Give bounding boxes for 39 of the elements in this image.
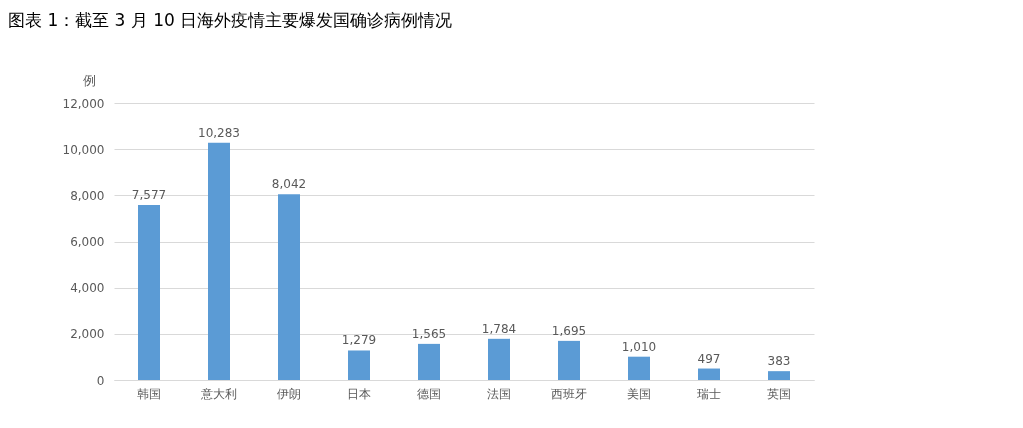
chart-title: 图表 1：截至 3 月 10 日海外疫情主要爆发国确诊病例情况 [7, 9, 454, 32]
x-tick-label: 德国 [417, 386, 441, 401]
y-tick-label: 2,000 [70, 327, 105, 342]
bar [628, 356, 650, 380]
x-tick-label: 日本 [347, 386, 371, 401]
data-label: 1,565 [411, 326, 447, 341]
bar [488, 338, 510, 380]
y-tick-label: 0 [96, 373, 105, 388]
data-label: 1,784 [481, 321, 517, 336]
x-tick-label: 韩国 [137, 386, 161, 401]
data-label: 8,042 [271, 177, 307, 192]
data-label: 383 [767, 354, 791, 369]
y-tick-label: 4,000 [70, 281, 105, 296]
bar [278, 194, 300, 380]
bar [348, 350, 370, 380]
x-tick-label: 意大利 [200, 386, 237, 401]
data-label: 497 [697, 351, 721, 366]
bar [768, 371, 790, 380]
bar [558, 340, 580, 380]
y-axis-title: 例 [83, 72, 96, 88]
y-tick-label: 10,000 [62, 142, 105, 157]
bar [698, 368, 720, 380]
x-tick-label: 英国 [767, 386, 791, 401]
x-tick-label: 美国 [627, 386, 651, 401]
y-tick-label: 6,000 [70, 235, 105, 249]
y-tick-label: 12,000 [62, 96, 105, 111]
y-tick-label: 8,000 [70, 188, 105, 203]
data-label: 7,577 [131, 188, 167, 203]
x-tick-label: 瑞士 [697, 386, 721, 401]
x-tick-label: 法国 [487, 386, 511, 401]
data-label: 1,010 [621, 339, 657, 354]
bar [208, 142, 230, 380]
x-tick-label: 西班牙 [551, 386, 587, 401]
x-tick-label: 伊朗 [277, 386, 301, 401]
bar [138, 205, 160, 380]
bar [418, 343, 440, 380]
data-label: 10,283 [198, 125, 240, 140]
data-label: 1,279 [341, 333, 377, 348]
data-label: 1,695 [551, 323, 587, 338]
